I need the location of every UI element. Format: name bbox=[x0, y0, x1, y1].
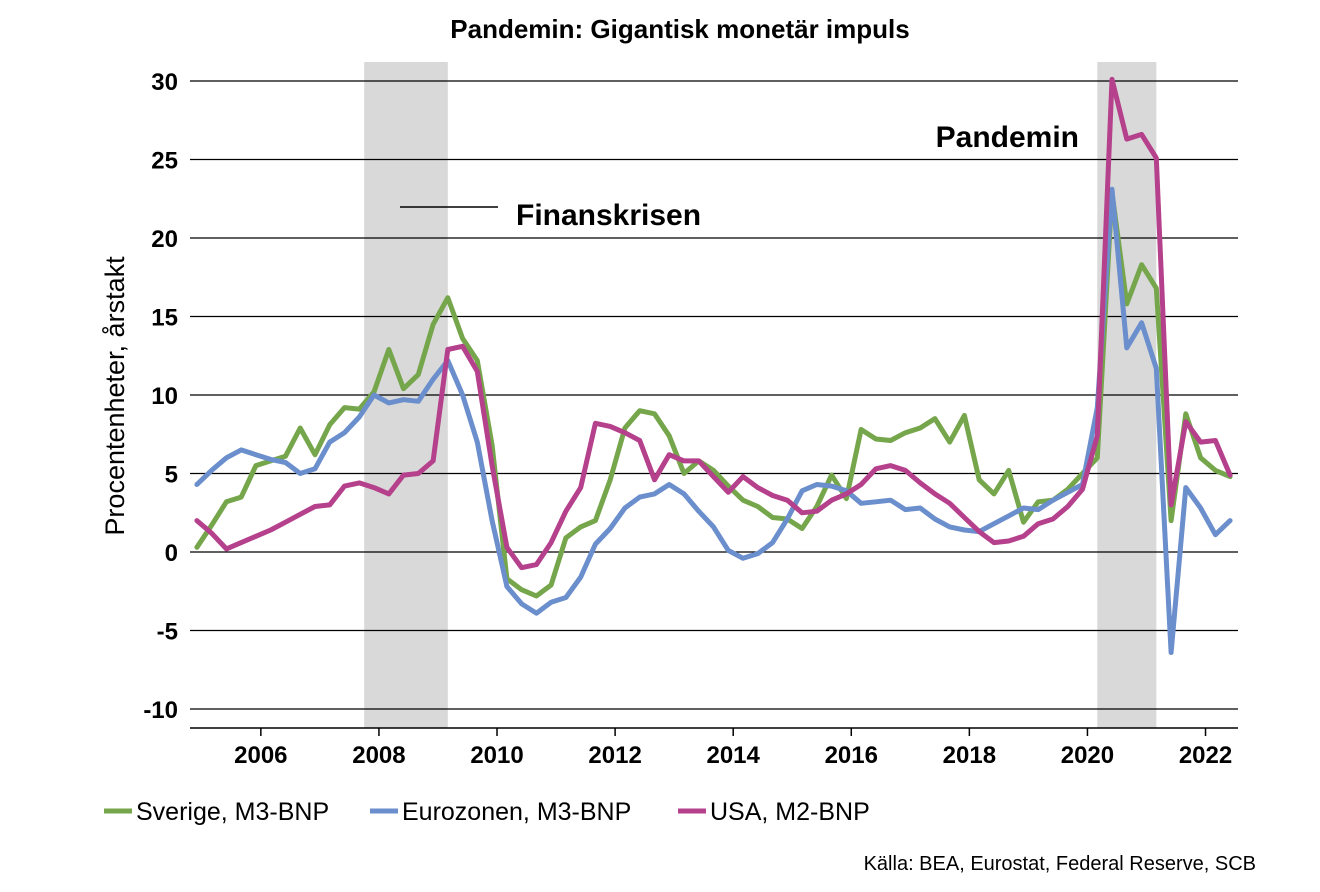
legend-label-1: Sverige, M3-BNP bbox=[136, 798, 329, 826]
y-axis-ticks: 30 25 20 15 10 5 0 -5 -10 bbox=[143, 69, 178, 724]
x-tick-label: 2006 bbox=[234, 742, 287, 769]
x-tick-label: 2016 bbox=[825, 742, 878, 769]
y-tick-label: 25 bbox=[151, 148, 178, 175]
x-tick-label: 2010 bbox=[470, 742, 523, 769]
series-line-2 bbox=[194, 186, 1233, 655]
y-axis-label: Procentenheter, årstakt bbox=[100, 256, 130, 536]
series-line-1 bbox=[194, 190, 1233, 599]
legend: Sverige, M3-BNP Eurozonen, M3-BNP USA, M2-… bbox=[104, 798, 870, 826]
y-tick-label: -10 bbox=[143, 697, 178, 724]
y-tick-label: -5 bbox=[157, 619, 178, 646]
gridlines bbox=[190, 80, 1238, 710]
annotation-pandemin: Pandemin bbox=[936, 121, 1079, 154]
series-lines bbox=[194, 76, 1233, 655]
x-tick-label: 2018 bbox=[943, 742, 996, 769]
y-tick-label: 0 bbox=[165, 540, 178, 567]
y-tick-label: 30 bbox=[151, 69, 178, 96]
y-tick-label: 10 bbox=[151, 383, 178, 410]
x-tick-label: 2022 bbox=[1179, 742, 1232, 769]
series-line-3 bbox=[194, 76, 1233, 571]
x-axis: 2006 2008 2010 2012 2014 2016 2018 2020 2022 bbox=[190, 727, 1238, 769]
chart-title: Pandemin: Gigantisk monetär impuls bbox=[450, 14, 909, 44]
x-tick-label: 2008 bbox=[352, 742, 405, 769]
annotations: Finanskrisen Pandemin bbox=[400, 121, 1079, 232]
x-tick-label: 2014 bbox=[706, 742, 760, 769]
annotation-finanskrisen: Finanskrisen bbox=[516, 199, 701, 232]
legend-label-2: Eurozonen, M3-BNP bbox=[402, 798, 631, 826]
y-tick-label: 20 bbox=[151, 226, 178, 253]
source-note: Källa: BEA, Eurostat, Federal Reserve, S… bbox=[864, 853, 1256, 875]
x-tick-label: 2012 bbox=[588, 742, 641, 769]
legend-label-3: USA, M2-BNP bbox=[710, 798, 870, 826]
y-tick-label: 5 bbox=[165, 462, 178, 489]
y-tick-label: 15 bbox=[151, 305, 178, 332]
x-tick-label: 2020 bbox=[1061, 742, 1114, 769]
